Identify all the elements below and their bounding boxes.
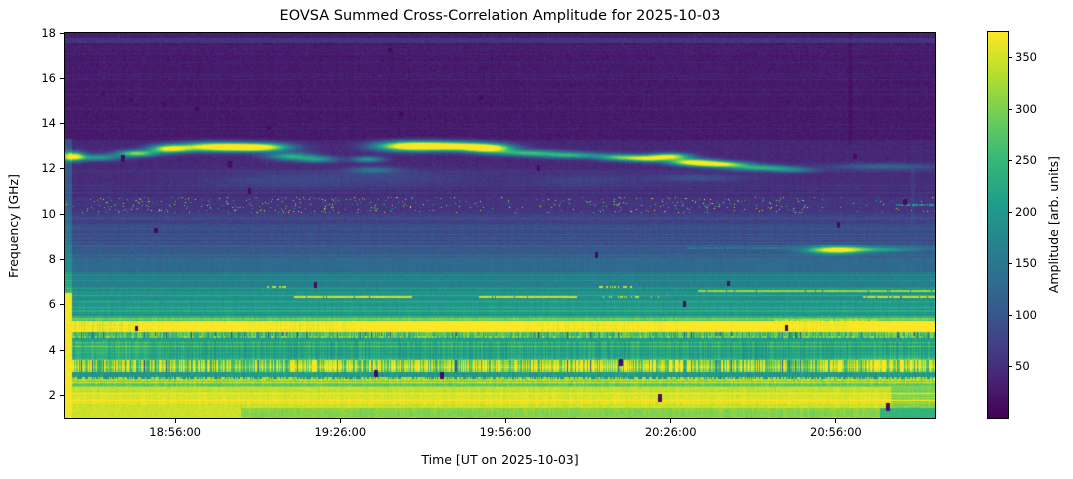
y-tick-mark xyxy=(60,168,64,170)
y-tick-mark xyxy=(60,258,64,260)
x-tick-label: 18:56:00 xyxy=(149,425,201,439)
x-tick-mark xyxy=(835,419,837,423)
x-tick-mark xyxy=(505,419,506,423)
colorbar-tick-label: 250 xyxy=(1015,153,1037,168)
y-tick-label: 6 xyxy=(48,297,56,312)
colorbar-label: Amplitude [arb. units] xyxy=(1045,156,1061,294)
colorbar-tick-mark xyxy=(1009,57,1012,59)
colorbar-tick-mark xyxy=(1009,314,1012,316)
colorbar-tick-label: 200 xyxy=(1015,204,1037,219)
chart-title: EOVSA Summed Cross-Correlation Amplitude… xyxy=(279,8,721,24)
y-tick-mark xyxy=(60,394,64,396)
x-tick-label: 20:26:00 xyxy=(644,425,697,439)
colorbar-tick-mark xyxy=(1009,108,1012,110)
y-tick-label: 12 xyxy=(41,161,56,176)
x-tick-mark xyxy=(670,419,672,423)
y-tick-label: 18 xyxy=(41,25,56,40)
colorbar-tick-mark xyxy=(1009,263,1012,265)
y-tick-mark xyxy=(60,123,64,125)
x-tick-label: 19:56:00 xyxy=(479,425,532,439)
y-tick-label: 14 xyxy=(41,116,56,131)
x-axis-label: Time [UT on 2025-10-03] xyxy=(421,452,579,467)
x-tick-label: 19:26:00 xyxy=(314,425,367,439)
colorbar-tick-label: 50 xyxy=(1015,359,1030,374)
x-tick-mark xyxy=(174,419,176,423)
colorbar-tick-label: 300 xyxy=(1015,101,1037,116)
colorbar-tick-label: 350 xyxy=(1015,50,1037,65)
y-tick-label: 2 xyxy=(48,387,56,402)
colorbar-tick-label: 100 xyxy=(1015,307,1037,322)
y-tick-label: 10 xyxy=(41,206,56,221)
x-tick-label: 20:56:00 xyxy=(810,425,862,439)
y-tick-mark xyxy=(60,304,64,306)
colorbar xyxy=(987,31,1009,419)
colorbar-tick-label: 150 xyxy=(1015,256,1037,271)
y-tick-label: 8 xyxy=(48,251,56,266)
y-tick-label: 16 xyxy=(41,70,56,85)
y-tick-mark xyxy=(60,32,64,34)
colorbar-tick-mark xyxy=(1009,211,1012,213)
colorbar-tick-mark xyxy=(1009,160,1012,162)
y-tick-mark xyxy=(60,349,64,351)
colorbar-canvas xyxy=(988,32,1008,418)
spectrogram-canvas xyxy=(65,33,935,418)
y-axis-label: Frequency [GHz] xyxy=(5,173,21,278)
x-tick-mark xyxy=(339,419,341,423)
plot-area xyxy=(64,32,936,419)
y-tick-mark xyxy=(60,213,64,215)
y-tick-label: 4 xyxy=(48,342,56,357)
y-tick-mark xyxy=(60,77,64,79)
colorbar-tick-mark xyxy=(1009,366,1012,368)
